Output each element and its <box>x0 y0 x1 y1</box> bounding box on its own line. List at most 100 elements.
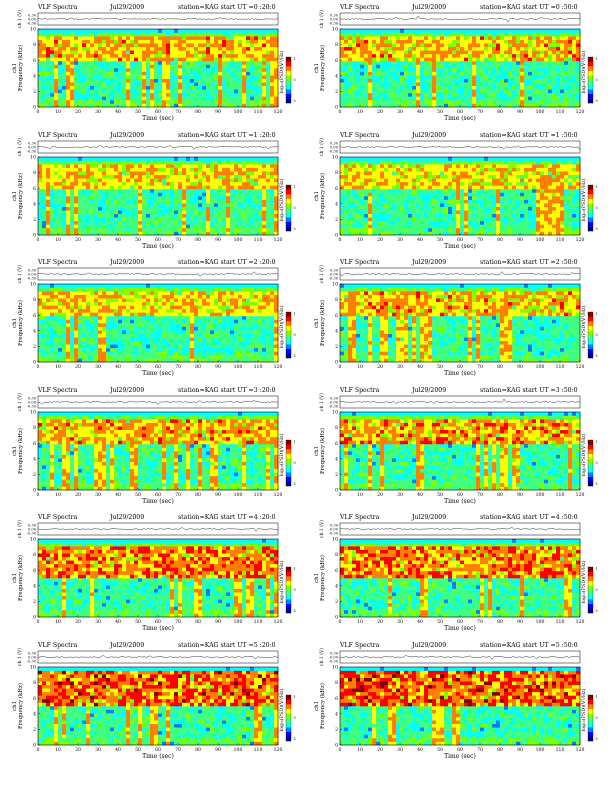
spectrogram-cell <box>348 223 353 228</box>
spectrogram-cell <box>404 160 409 164</box>
spectrogram-cell <box>448 177 453 182</box>
spectrogram-cell <box>356 223 361 228</box>
spectrogram-cell <box>540 85 545 90</box>
spectrogram-cell <box>476 60 481 65</box>
spectrogram-cell <box>126 195 131 200</box>
spectrogram-cell <box>230 78 235 83</box>
spectrogram-cell <box>258 85 263 90</box>
spectrogram-cell <box>146 50 151 55</box>
spectrogram-cell <box>568 36 573 40</box>
spectrogram-cell <box>548 39 553 44</box>
spectrogram-cell <box>376 68 381 72</box>
spectrogram-cell <box>158 50 163 55</box>
spectrogram-cell <box>66 177 71 182</box>
spectrogram-cell <box>70 206 75 210</box>
spectrogram-cell <box>78 89 83 94</box>
spectrogram-cell <box>356 68 361 72</box>
spectrogram-cell <box>54 160 59 164</box>
spectrogram-cell <box>460 216 465 221</box>
colorbar-segment <box>588 89 593 94</box>
spectrogram-cell <box>420 160 425 164</box>
spectrogram-cell <box>556 89 561 94</box>
spectrogram-cell <box>202 50 207 55</box>
spectrogram-cell <box>516 36 521 40</box>
spectrogram-cell <box>238 230 243 235</box>
spectrogram-cell <box>82 191 87 196</box>
spectrogram-cell <box>480 57 485 62</box>
spectrogram-cell <box>372 46 377 51</box>
spectrogram-cell <box>254 167 259 171</box>
spectrogram-cell <box>364 36 369 40</box>
spectrogram-cell <box>166 64 171 69</box>
spectrogram-cell <box>206 39 211 44</box>
spectrogram-cell <box>460 68 465 72</box>
spectrogram-cell <box>42 216 47 221</box>
spectrogram-cell <box>488 213 493 218</box>
spectrogram-cell <box>476 195 481 200</box>
spectrogram-cell <box>138 60 143 65</box>
colorbar-segment <box>588 98 593 104</box>
spectrogram-cell <box>452 191 457 196</box>
spectrogram-cell <box>166 156 171 161</box>
spectrogram-cell <box>448 191 453 196</box>
spectrogram-cell <box>226 82 231 87</box>
colorbar-segment <box>286 221 291 227</box>
y-tick-label: 0 <box>335 105 338 111</box>
spectrogram-cell <box>408 206 413 210</box>
spectrogram-cell <box>456 46 461 51</box>
spectrogram-cell <box>412 103 417 108</box>
spectrogram-cell <box>348 220 353 225</box>
spectrogram-cell <box>94 29 99 33</box>
spectrogram-cell <box>42 223 47 228</box>
x-axis-label: Time (sec) <box>142 115 174 122</box>
spectrogram-cell <box>106 96 111 101</box>
spectrogram-cell <box>166 170 171 175</box>
spectrogram-cell <box>38 156 43 161</box>
spectrogram-cell <box>468 156 473 161</box>
spectrogram-cell <box>496 36 501 40</box>
spectrogram-cell <box>118 53 123 58</box>
spectrogram-cell <box>86 29 91 33</box>
spectrogram-cell <box>400 64 405 69</box>
spectrogram-cell <box>496 82 501 87</box>
spectrogram-cell <box>202 96 207 101</box>
spectrogram-cell <box>464 163 469 168</box>
spectrogram-cell <box>210 177 215 182</box>
spectrogram-cell <box>512 39 517 44</box>
spectrogram-cell <box>560 85 565 90</box>
spectrogram-cell <box>424 216 429 221</box>
spectrogram-cell <box>504 78 509 83</box>
spectrogram-cell <box>464 227 469 232</box>
x-tick-label: 0 <box>37 237 40 243</box>
spectrogram-cell <box>118 75 123 79</box>
spectrogram-cell <box>576 53 581 58</box>
spectrogram-cell <box>98 53 103 58</box>
spectrogram-cell <box>150 209 155 214</box>
spectrogram-cell <box>174 29 179 33</box>
spectrogram-cell <box>532 78 537 83</box>
spectrogram-cell <box>266 39 271 44</box>
spectrogram-cell <box>174 174 179 179</box>
spectrogram-cell <box>42 39 47 44</box>
spectrogram-cell <box>150 78 155 83</box>
spectrogram-cell <box>162 32 167 37</box>
spectrogram-cell <box>344 216 349 221</box>
spectrogram-cell <box>238 60 243 65</box>
spectrogram-cell <box>210 64 215 69</box>
spectrogram-cell <box>552 92 557 97</box>
spectrogram-cell <box>202 99 207 104</box>
spectrogram-cell <box>258 60 263 65</box>
spectrogram-cell <box>576 96 581 101</box>
spectrogram-cell <box>94 89 99 94</box>
spectrogram-cell <box>210 39 215 44</box>
spectrogram-cell <box>384 60 389 65</box>
spectrogram-cell <box>384 82 389 87</box>
spectrogram-cell <box>254 85 259 90</box>
spectrogram-cell <box>102 64 107 69</box>
spectrogram-cell <box>90 191 95 196</box>
spectrogram-cell <box>118 89 123 94</box>
spectrogram-cell <box>234 195 239 200</box>
colorbar-frame <box>285 184 292 231</box>
spectrogram-cell <box>110 29 115 33</box>
spectrogram-cell <box>226 85 231 90</box>
